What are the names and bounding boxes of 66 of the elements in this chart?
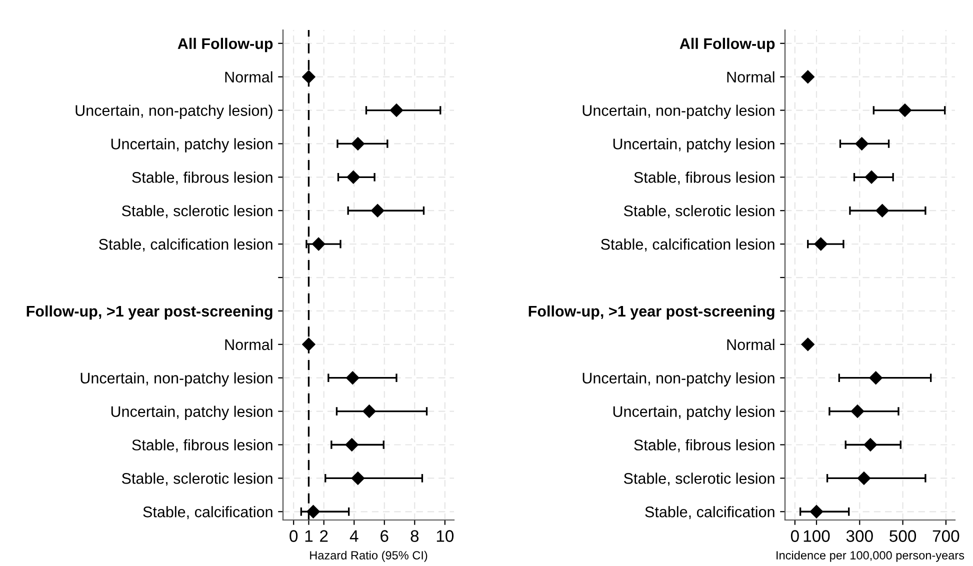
y-tick-label: Stable, sclerotic lesion <box>122 205 272 218</box>
point <box>864 170 878 184</box>
point <box>302 70 316 84</box>
y-tick-label: All Follow-up <box>178 38 273 52</box>
y-tick-label: Stable, calcification lesion <box>99 238 272 252</box>
point <box>864 438 878 452</box>
x-tick-label: 6 <box>380 530 388 542</box>
y-tick-label: Normal <box>225 338 272 350</box>
point <box>810 505 824 518</box>
y-tick-label: Stable, fibrous lesion <box>634 439 774 452</box>
x-tick-label: 500 <box>890 530 916 542</box>
point <box>345 438 358 452</box>
x-tick-label: 0 <box>290 530 298 542</box>
y-tick-label: Stable, sclerotic lesion <box>624 205 774 218</box>
point <box>869 371 882 384</box>
x-tick-label: 700 <box>932 530 960 542</box>
y-tick-label: Normal <box>727 338 774 350</box>
y-tick-label: Uncertain, non-patchy lesion <box>582 104 774 119</box>
y-tick-label: Stable, fibrous lesion <box>634 172 774 185</box>
point <box>346 170 360 184</box>
y-tick-label: Uncertain, patchy lesion <box>111 138 272 152</box>
y-tick-label: Stable, sclerotic lesion <box>122 472 272 486</box>
y-tick-label: Normal <box>727 71 774 83</box>
point <box>351 472 364 485</box>
point <box>850 404 864 418</box>
y-tick-label: Uncertain, non-patchy lesion) <box>76 104 272 119</box>
x-tick-label: 10 <box>436 530 454 542</box>
y-tick-label: Stable, calcification lesion <box>601 238 774 252</box>
y-tick-label: Stable, fibrous lesion <box>132 172 272 185</box>
x-tick-label: 2 <box>320 530 328 542</box>
point <box>312 237 326 251</box>
x-tick-label: 300 <box>846 530 873 542</box>
point <box>801 70 814 84</box>
x-axis-title: Hazard Ratio (95% CI) <box>310 550 428 562</box>
point <box>857 472 871 485</box>
point <box>346 371 360 384</box>
y-tick-label: Uncertain, patchy lesion <box>613 406 774 420</box>
y-tick-label: Stable, calcification <box>143 506 272 520</box>
x-tick-label: 8 <box>410 530 419 542</box>
y-tick-label: Uncertain, non-patchy lesion <box>582 372 774 387</box>
y-tick-label: Stable, fibrous lesion <box>132 439 272 452</box>
x-axis-title: Incidence per 100,000 person-years <box>776 550 964 562</box>
point <box>390 104 404 117</box>
x-tick-label: 4 <box>350 530 358 542</box>
point <box>898 104 912 117</box>
point <box>351 137 364 150</box>
point <box>801 338 814 351</box>
y-tick-label: Stable, calcification <box>645 506 774 520</box>
point <box>876 204 889 218</box>
x-tick-label: 100 <box>804 530 830 542</box>
x-tick-label: 1 <box>305 530 313 542</box>
y-tick-label: Uncertain, patchy lesion <box>613 138 774 152</box>
point <box>855 137 868 150</box>
point <box>302 338 316 351</box>
x-tick-label: 0 <box>790 530 799 542</box>
y-tick-label: Stable, sclerotic lesion <box>624 472 774 486</box>
y-tick-label: Follow-up, >1 year post-screening <box>528 305 774 320</box>
y-tick-label: All Follow-up <box>680 38 775 52</box>
y-tick-label: Uncertain, non-patchy lesion <box>80 372 272 387</box>
point <box>370 204 384 218</box>
y-tick-label: Normal <box>225 71 272 83</box>
point <box>362 404 376 418</box>
point <box>306 505 320 518</box>
point <box>814 237 828 251</box>
y-tick-label: Uncertain, patchy lesion <box>111 406 272 420</box>
y-tick-label: Follow-up, >1 year post-screening <box>26 305 272 320</box>
